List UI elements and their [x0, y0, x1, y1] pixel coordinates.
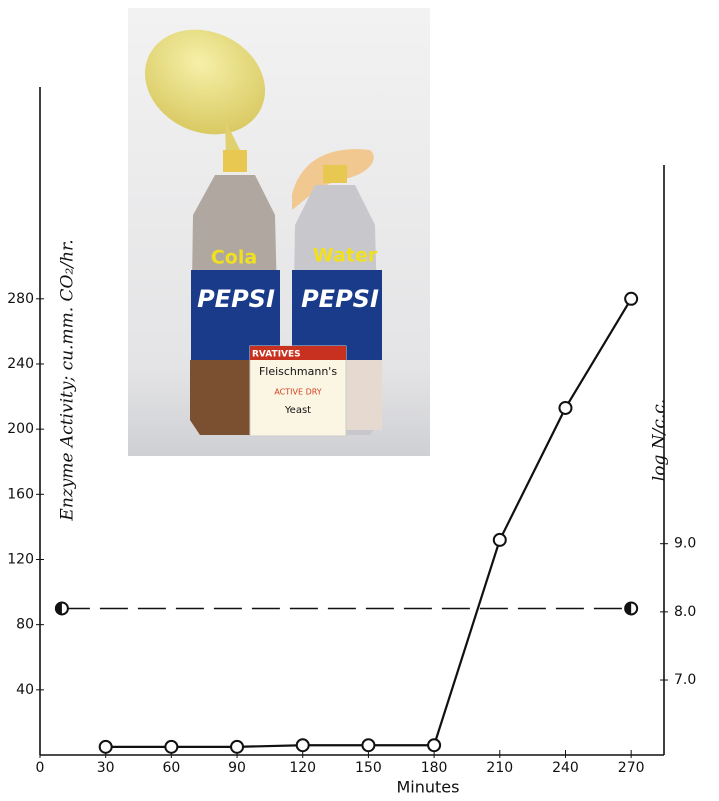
y2-axis-label: log N/c.c.	[650, 399, 670, 481]
bottle-label: Cola	[211, 247, 257, 269]
bottle-label: Water	[313, 245, 378, 267]
data-point	[625, 293, 637, 305]
brand: PEPSI	[301, 285, 379, 313]
y2-tick-label: 8.0	[674, 604, 696, 620]
data-point	[494, 534, 506, 546]
data-point	[297, 739, 309, 751]
data-point	[559, 402, 571, 414]
packet-text: Fleischmann's	[259, 365, 337, 378]
data-point	[428, 739, 440, 751]
x-tick-label: 90	[228, 760, 246, 776]
packet-text: RVATIVES	[252, 350, 301, 360]
y2-tick-label: 9.0	[674, 536, 696, 552]
y-tick-label: 120	[7, 551, 34, 567]
x-tick-label: 30	[97, 760, 115, 776]
packet-text: Yeast	[284, 405, 311, 416]
x-tick-label: 0	[36, 760, 45, 776]
data-point	[231, 741, 243, 753]
data-point	[362, 739, 374, 751]
x-tick-label: 60	[162, 760, 180, 776]
y-axis-label: Enzyme Activity; cu.mm. CO₂/hr.	[58, 239, 78, 521]
x-axis-label: Minutes	[397, 778, 460, 797]
x-tick-label: 120	[289, 760, 316, 776]
y2-tick-label: 7.0	[674, 672, 696, 688]
data-point	[100, 741, 112, 753]
brand: PEPSI	[197, 285, 275, 313]
x-tick-label: 180	[421, 760, 448, 776]
x-tick-label: 240	[552, 760, 579, 776]
chart: Enzyme Activity; cu.mm. CO₂/hr. log N/c.…	[0, 0, 719, 801]
packet-text: ACTIVE DRY	[274, 388, 321, 397]
y-tick-label: 200	[7, 421, 34, 437]
y-tick-label: 40	[16, 682, 34, 698]
y-tick-label: 280	[7, 291, 34, 307]
y-tick-label: 160	[7, 486, 34, 502]
x-tick-label: 210	[486, 760, 513, 776]
x-tick-label: 270	[618, 760, 645, 776]
x-tick-label: 150	[355, 760, 382, 776]
photo: Cola Water PEPSI PEPSI RVATIVES Fleischm…	[128, 8, 430, 456]
y-tick-label: 240	[7, 356, 34, 372]
data-point	[165, 741, 177, 753]
y-tick-label: 80	[16, 617, 34, 633]
